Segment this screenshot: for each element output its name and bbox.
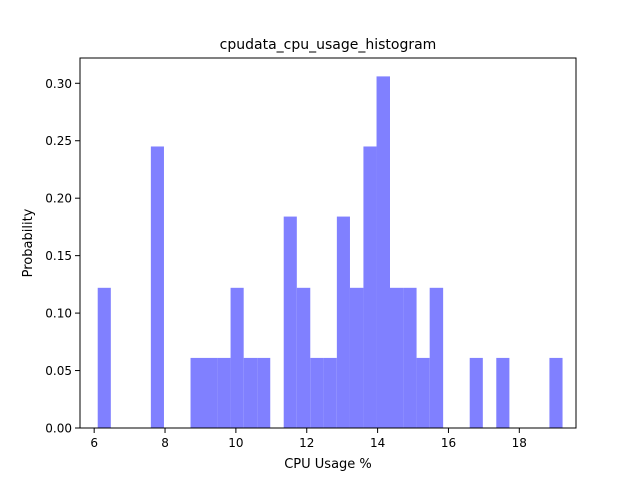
histogram-bar-10 bbox=[310, 357, 324, 428]
histogram-bar-14 bbox=[363, 146, 377, 429]
x-tick-label: 14 bbox=[370, 436, 385, 450]
x-tick-label: 8 bbox=[161, 436, 169, 450]
x-tick-label: 18 bbox=[512, 436, 527, 450]
histogram-bar-11 bbox=[323, 357, 337, 428]
histogram-bar-18 bbox=[416, 357, 430, 428]
y-tick-label: 0.10 bbox=[45, 307, 72, 321]
histogram-bar-0 bbox=[97, 287, 111, 428]
y-tick-label: 0.05 bbox=[45, 364, 72, 378]
histogram-bar-22 bbox=[549, 357, 563, 428]
histogram-bar-17 bbox=[403, 287, 417, 428]
x-axis-ticks: 6 8 10 12 14 16 18 bbox=[90, 428, 527, 450]
histogram-bar-15 bbox=[376, 76, 390, 428]
histogram-bar-4 bbox=[217, 357, 231, 428]
y-tick-label: 0.30 bbox=[45, 77, 72, 91]
histogram-bar-7 bbox=[257, 357, 271, 428]
histogram-bar-16 bbox=[390, 287, 404, 428]
x-tick-label: 6 bbox=[90, 436, 98, 450]
x-tick-label: 10 bbox=[228, 436, 243, 450]
histogram-bar-20 bbox=[469, 357, 483, 428]
y-tick-label: 0.00 bbox=[45, 422, 72, 436]
histogram-bar-2 bbox=[190, 357, 204, 428]
x-tick-label: 16 bbox=[441, 436, 456, 450]
histogram-bar-21 bbox=[496, 357, 510, 428]
y-axis-label: Probability bbox=[21, 208, 36, 277]
histogram-bar-9 bbox=[296, 287, 311, 428]
y-axis-ticks: 0.00 0.05 0.10 0.15 0.20 0.25 0.30 bbox=[45, 77, 80, 436]
histogram-bar-1 bbox=[150, 146, 164, 429]
y-tick-label: 0.15 bbox=[45, 249, 72, 263]
x-tick-label: 12 bbox=[299, 436, 314, 450]
histogram-bar-13 bbox=[349, 287, 364, 428]
histogram-bar-3 bbox=[204, 357, 218, 428]
histogram-bar-6 bbox=[243, 357, 258, 428]
histogram-bar-5 bbox=[230, 287, 244, 428]
histogram-bar-8 bbox=[283, 216, 297, 428]
histogram-bar-12 bbox=[336, 216, 350, 428]
y-tick-label: 0.20 bbox=[45, 192, 72, 206]
histogram-bar-19 bbox=[429, 287, 444, 428]
histogram-bars bbox=[97, 76, 563, 429]
x-axis-label: CPU Usage % bbox=[284, 457, 372, 472]
axes-frame bbox=[79, 57, 577, 429]
y-tick-label: 0.25 bbox=[45, 134, 72, 148]
chart-title: cpudata_cpu_usage_histogram bbox=[220, 37, 437, 53]
